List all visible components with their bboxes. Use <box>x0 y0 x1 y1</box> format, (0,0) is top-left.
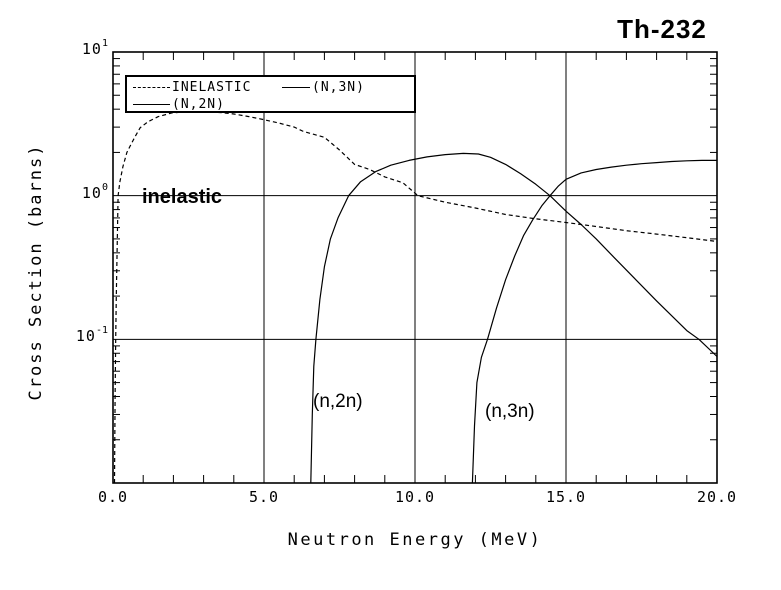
x-tick-label: 20.0 <box>696 488 738 506</box>
y-axis-title: Cross Section (barns) <box>26 143 46 401</box>
legend-line-solid-icon <box>133 104 170 105</box>
legend-item-inelastic: INELASTIC <box>133 80 251 95</box>
legend-line-dashed-icon <box>133 87 170 88</box>
legend-line-solid-icon <box>282 87 310 88</box>
x-axis-title: Neutron Energy (MeV) <box>287 530 543 550</box>
curve-label-n2n: (n,2n) <box>313 391 363 412</box>
legend: INELASTIC (N,3N) (N,2N) <box>125 75 416 113</box>
legend-item-n2n: (N,2N) <box>133 97 225 112</box>
y-tick-label: 101 <box>81 38 108 58</box>
axes-frame <box>112 51 718 484</box>
x-tick-label: 15.0 <box>545 488 587 506</box>
curve-n3n <box>471 159 717 484</box>
legend-label-n3n: (N,3N) <box>312 80 365 95</box>
chart-title: Th-232 <box>617 14 707 44</box>
y-tick-label: 100 <box>81 181 108 202</box>
curve-n2n <box>310 152 718 484</box>
legend-label-inelastic: INELASTIC <box>172 80 252 95</box>
legend-label-n2n: (N,2N) <box>172 97 225 112</box>
x-tick-label: 5.0 <box>248 488 280 506</box>
y-tick-label: 10-1 <box>75 325 108 346</box>
curve-label-inelastic: inelastic <box>142 186 223 208</box>
curve-label-n3n: (n,3n) <box>485 401 535 422</box>
legend-item-n3n: (N,3N) <box>282 80 365 95</box>
x-tick-label: 0.0 <box>97 488 129 506</box>
curve-inelastic <box>113 111 718 484</box>
x-tick-label: 10.0 <box>394 488 436 506</box>
